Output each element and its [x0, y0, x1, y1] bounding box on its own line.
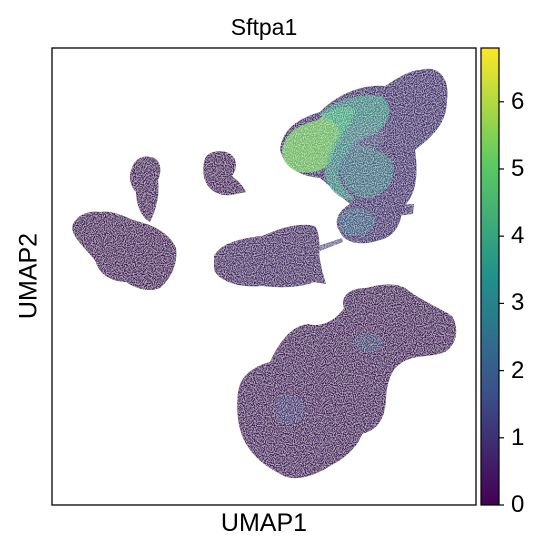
- colorbar: [480, 47, 500, 506]
- colorbar-tick-label: 0: [511, 491, 525, 518]
- bottom-mid-expression: [274, 395, 306, 426]
- cluster-bottom: [237, 284, 457, 479]
- cluster-middle: [214, 224, 326, 288]
- cluster-upper-left: [129, 156, 161, 222]
- colorbar-tick-label: 5: [511, 154, 525, 182]
- mid-expression-region: [318, 94, 390, 201]
- y-axis-label: UMAP2: [14, 232, 43, 320]
- light-expression-spot: [349, 122, 384, 151]
- plot-frame: [51, 47, 477, 506]
- chart-title: Sftpa1: [230, 14, 298, 40]
- middle-bridge: [318, 238, 343, 251]
- lower-teal-region: [338, 207, 376, 237]
- cluster-left: [72, 211, 177, 290]
- cluster-small-center: [203, 151, 246, 196]
- colorbar-ticks: [499, 101, 504, 506]
- cluster-top-right-tail: [395, 204, 414, 216]
- mid-expression-region-2: [340, 145, 394, 199]
- bottom-mid-expression-2: [354, 332, 384, 354]
- colorbar-tick-label: 4: [511, 222, 525, 250]
- colorbar-tick-label: 1: [511, 423, 525, 451]
- colorbar-tick-label: 2: [511, 356, 525, 384]
- colorbar-tick-label: 6: [511, 87, 525, 115]
- colorbar-tick-label: 3: [511, 289, 525, 317]
- x-axis-label: UMAP1: [220, 509, 308, 537]
